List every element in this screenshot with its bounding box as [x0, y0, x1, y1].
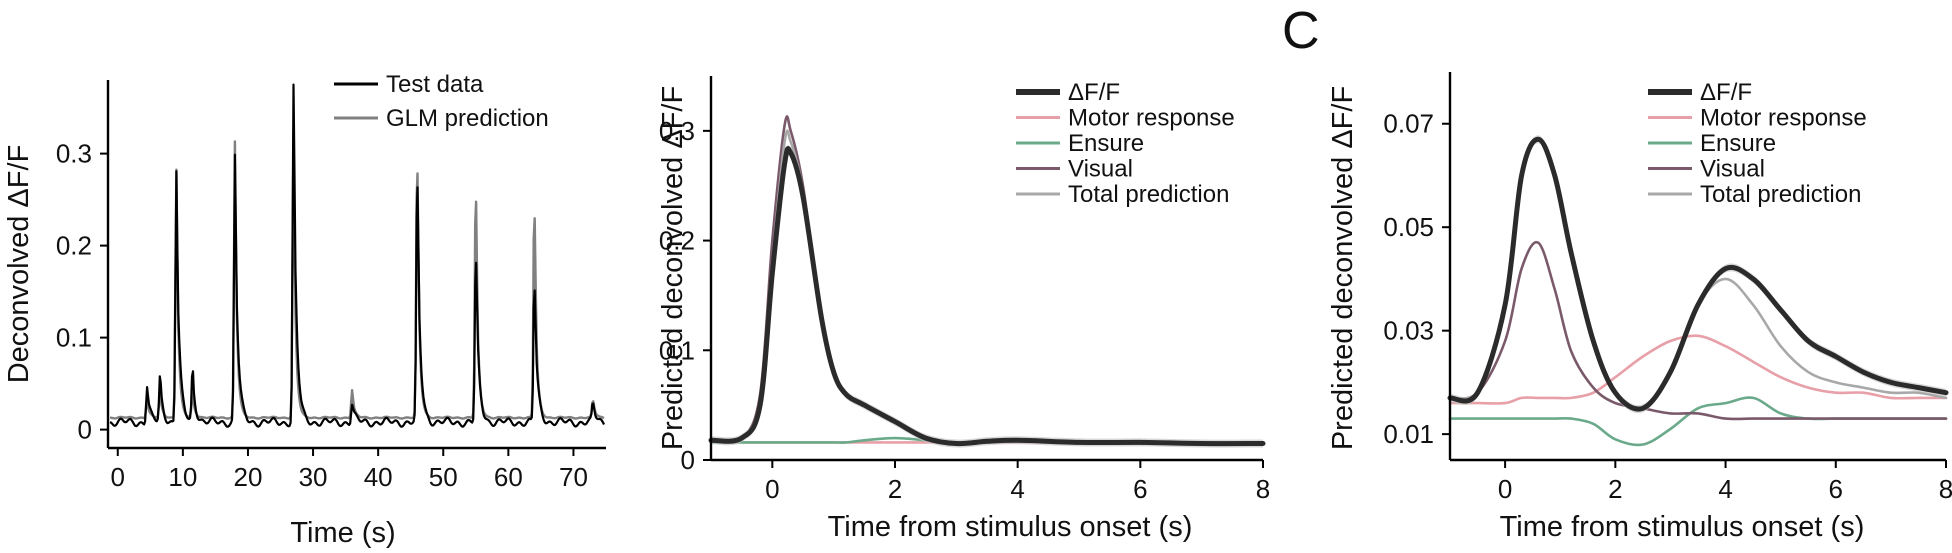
y-tick-label: 0.3: [56, 139, 92, 169]
x-axis-label: Time (s): [290, 517, 395, 549]
y-axis-label: Predicted deconvolved ΔF/F: [657, 86, 689, 450]
ticks: 0 2 4 6 8 0 0.1 0.2 0.3: [659, 116, 1270, 504]
plot-area: [109, 83, 605, 428]
legend-label-ensure: Ensure: [1700, 130, 1776, 157]
x-tick-label: 4: [1010, 474, 1024, 504]
legend-label-delta-f-f: ΔF/F: [1068, 79, 1120, 106]
series-line-total-prediction: [1448, 138, 1948, 411]
y-tick-label: 0: [681, 445, 695, 475]
series-line-motor-response: [1448, 334, 1948, 405]
legend-label-total-prediction: Total prediction: [1700, 181, 1861, 208]
legend-label-ensure: Ensure: [1068, 130, 1144, 157]
legend-label-total-prediction: Total prediction: [1068, 181, 1229, 208]
x-tick-label: 2: [888, 474, 902, 504]
x-tick-label: 60: [494, 462, 523, 492]
x-tick-label: 8: [1939, 474, 1952, 504]
x-axis-label: Time from stimulus onset (s): [828, 511, 1193, 543]
legend-label-motor-response: Motor response: [1700, 105, 1867, 132]
series-line-total-prediction: [709, 129, 1265, 445]
x-tick-label: 2: [1608, 474, 1622, 504]
x-tick-label: 70: [559, 462, 588, 492]
x-tick-label: 6: [1829, 474, 1843, 504]
panel-test-data: 0 10 20 30 40 50 60 70 0 0.1 0.2 0.3 Time (s) Decon…: [3, 71, 606, 549]
x-tick-label: 8: [1256, 474, 1270, 504]
legend-label-test-data: Test data: [386, 71, 484, 98]
ticks: 0 10 20 30 40 50 60 70 0 0.1 0.2 0.3: [56, 139, 588, 492]
series-line-ensure: [1448, 396, 1948, 447]
plot-area: [708, 115, 1266, 448]
x-tick-label: 4: [1718, 474, 1732, 504]
y-tick-label: 0: [78, 415, 92, 445]
y-axis-label: Predicted deconvolved ΔF/F: [1327, 86, 1359, 450]
y-tick-label: 0.01: [1383, 419, 1434, 449]
series-line-glm-prediction: [109, 130, 605, 420]
legend-label-delta-f-f: ΔF/F: [1700, 79, 1752, 106]
panel-c-kernels: 0 2 4 6 8 0.01 0.03 0.05 0.07 Time from stimulus…: [1327, 72, 1952, 543]
series-line-visual: [1448, 240, 1948, 421]
x-tick-label: 10: [168, 462, 197, 492]
panel-label-c: C: [1282, 2, 1320, 60]
x-axis-label: Time from stimulus onset (s): [1500, 511, 1865, 543]
x-tick-label: 0: [765, 474, 779, 504]
x-tick-label: 0: [111, 462, 125, 492]
legend-label-motor-response: Motor response: [1068, 105, 1235, 132]
ticks: 0 2 4 6 8 0.01 0.03 0.05 0.07: [1383, 109, 1952, 504]
y-tick-label: 0.1: [659, 335, 695, 365]
x-tick-label: 40: [364, 462, 393, 492]
legend-label-visual: Visual: [1068, 156, 1133, 183]
legend-label-glm-prediction: GLM prediction: [386, 105, 549, 132]
y-tick-label: 0.07: [1383, 109, 1434, 139]
y-tick-label: 0.03: [1383, 316, 1434, 346]
legend-label-visual: Visual: [1700, 156, 1765, 183]
legend: Test data GLM prediction: [334, 71, 549, 132]
series-line-delta-f-f: [708, 146, 1266, 447]
x-tick-label: 6: [1133, 474, 1147, 504]
y-axis-label: Deconvolved ΔF/F: [3, 145, 35, 384]
y-tick-label: 0.2: [56, 231, 92, 261]
series-line-test-data: [109, 83, 605, 428]
x-tick-label: 20: [233, 462, 262, 492]
series-line-delta-f-f: [1447, 136, 1949, 412]
y-tick-label: 0.3: [659, 116, 695, 146]
plot-area: [1447, 135, 1949, 447]
x-tick-label: 50: [429, 462, 458, 492]
x-tick-label: 30: [299, 462, 328, 492]
x-tick-label: 0: [1498, 474, 1512, 504]
series-band-delta-f-f: [1450, 135, 1946, 414]
y-tick-label: 0.1: [56, 323, 92, 353]
panel-b-kernels: 0 2 4 6 8 0 0.1 0.2 0.3 Time from stimulus onset…: [657, 76, 1270, 543]
y-tick-label: 0.2: [659, 226, 695, 256]
y-tick-label: 0.05: [1383, 212, 1434, 242]
